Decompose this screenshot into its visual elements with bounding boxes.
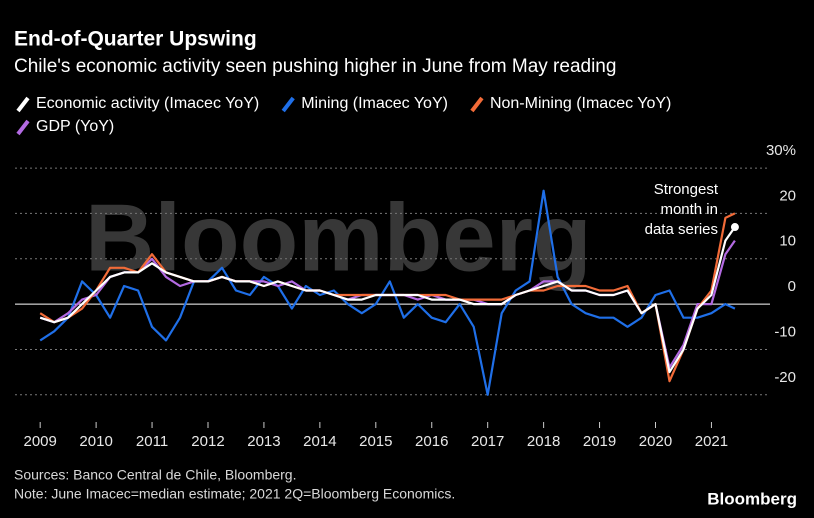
x-tick-label: 2016: [415, 433, 448, 450]
legend-swatch: [281, 96, 295, 113]
x-tick-label: 2018: [527, 433, 560, 450]
highlight-point: [730, 223, 739, 232]
x-tick-label: 2021: [695, 433, 728, 450]
y-tick-label: 30%: [766, 142, 796, 159]
x-tick-label: 2019: [583, 433, 616, 450]
x-tick-label: 2011: [136, 433, 168, 450]
chart-title: End-of-Quarter Upswing: [14, 28, 257, 51]
annotation: data series: [645, 221, 718, 238]
note: Note: June Imacec=median estimate; 2021 …: [14, 486, 455, 502]
legend-swatch: [470, 96, 484, 113]
y-tick-label: 10: [779, 233, 796, 250]
y-tick-label: -10: [774, 323, 796, 340]
watermark: Bloomberg: [85, 184, 592, 291]
y-tick-label: 20: [779, 187, 796, 204]
x-tick-label: 2014: [303, 433, 336, 450]
series-line: [39, 189, 736, 396]
x-tick-label: 2013: [247, 433, 280, 450]
x-tick-label: 2017: [471, 433, 504, 450]
chart-subtitle: Chile's economic activity seen pushing h…: [14, 56, 616, 77]
legend-label: Non-Mining (Imacec YoY): [490, 95, 671, 112]
annotation: Strongest: [654, 181, 719, 198]
legend-label: Mining (Imacec YoY): [301, 95, 448, 112]
x-tick-label: 2009: [23, 433, 56, 450]
x-tick-label: 2020: [639, 433, 672, 450]
brand: Bloomberg: [707, 489, 797, 508]
x-tick-label: 2015: [359, 433, 392, 450]
series-line: [39, 226, 736, 374]
legend-label: GDP (YoY): [36, 118, 114, 135]
x-tick-label: 2012: [191, 433, 224, 450]
y-tick-label: 0: [788, 278, 796, 295]
legend-swatch: [16, 119, 30, 136]
annotation: month in: [660, 201, 718, 218]
x-tick-label: 2010: [79, 433, 112, 450]
legend-swatch: [16, 96, 30, 113]
legend-label: Economic activity (Imacec YoY): [36, 95, 259, 112]
sources: Sources: Banco Central de Chile, Bloombe…: [14, 467, 296, 483]
y-tick-label: -20: [774, 369, 796, 386]
